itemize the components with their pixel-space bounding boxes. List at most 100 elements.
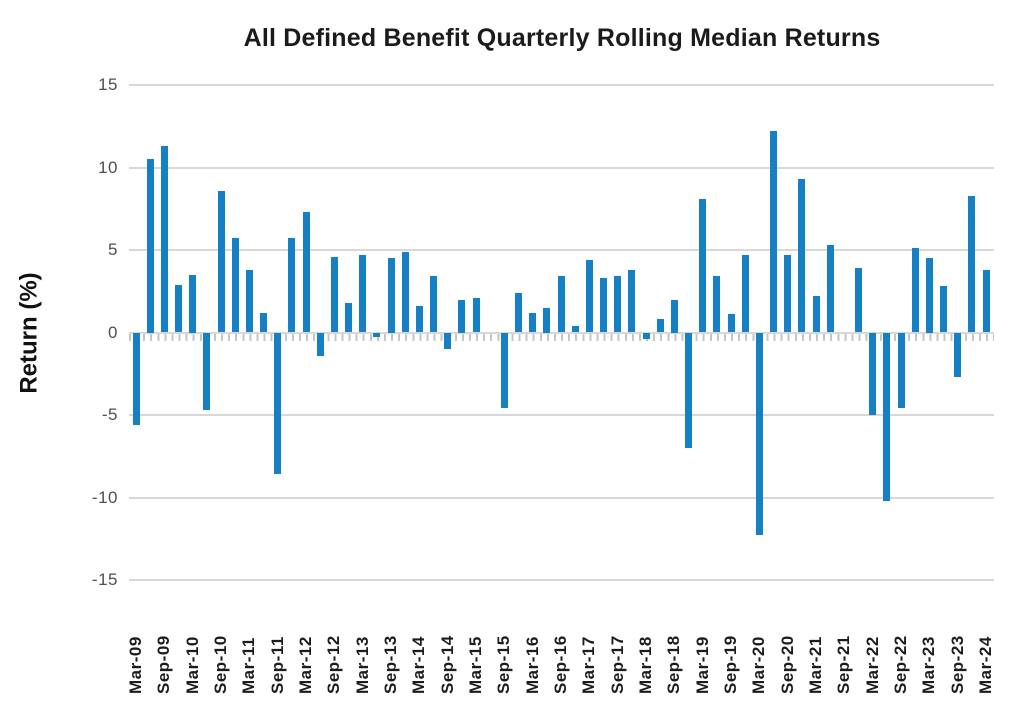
bar [954, 332, 962, 378]
gridline [129, 249, 994, 251]
bar [670, 299, 678, 333]
bar [869, 332, 877, 415]
bar [401, 251, 409, 333]
bar [345, 302, 352, 333]
bar [770, 131, 777, 333]
x-axis-label: Mar-23 [919, 636, 939, 694]
gridline [129, 331, 994, 334]
bar [897, 332, 905, 409]
bar [812, 296, 820, 333]
bar [387, 258, 395, 333]
bar [855, 268, 862, 333]
bar [826, 245, 834, 333]
gridline [129, 414, 994, 416]
x-axis-label: Sep-21 [834, 635, 854, 694]
bar [968, 195, 976, 333]
bar [373, 332, 381, 338]
bar [515, 292, 522, 333]
x-axis-label: Mar-20 [749, 636, 769, 694]
bar [600, 278, 607, 333]
x-axis-label: Sep-10 [211, 635, 230, 694]
x-axis-label: Mar-13 [352, 636, 372, 694]
x-axis-label: Sep-11 [267, 636, 287, 694]
x-axis-label: Mar-14 [409, 636, 429, 694]
x-axis-label: Mar-24 [976, 636, 995, 694]
bar [642, 332, 650, 340]
bar [302, 212, 310, 333]
x-axis-label: Mar-21 [806, 636, 825, 694]
x-axis-label: Sep-13 [381, 635, 400, 694]
plot-area [129, 84, 994, 581]
x-axis-label: Sep-14 [437, 635, 457, 694]
bar [925, 258, 933, 333]
x-axis-label: Sep-19 [721, 635, 740, 694]
bar [160, 146, 168, 333]
gridline [129, 84, 994, 86]
x-axis-label: Sep-17 [607, 635, 627, 694]
bar [217, 190, 225, 333]
bar [982, 269, 990, 333]
gridline [129, 496, 994, 499]
bar [685, 332, 692, 448]
x-axis-label: Mar-22 [862, 636, 882, 694]
y-axis-tick-label: -10 [91, 487, 118, 507]
bar [231, 238, 239, 333]
gridline [129, 166, 994, 169]
bar [656, 319, 664, 333]
bar [755, 332, 763, 536]
bar [444, 332, 452, 349]
bar [585, 259, 593, 333]
bar [274, 332, 282, 475]
x-axis-label: Sep-20 [777, 635, 797, 694]
bar [245, 269, 253, 333]
bar [883, 332, 891, 501]
chart-title: All Defined Benefit Quarterly Rolling Me… [243, 24, 881, 52]
x-axis-label: Sep-22 [891, 635, 910, 694]
bar [415, 306, 423, 333]
bar [430, 276, 437, 333]
y-axis-tick-label: 0 [108, 322, 118, 342]
x-axis-label: Sep-09 [154, 635, 174, 694]
x-axis-label: Mar-11 [239, 637, 259, 694]
bar [940, 286, 947, 333]
bar [911, 248, 919, 333]
bar [316, 332, 324, 356]
bar [557, 276, 565, 333]
bar [784, 254, 792, 333]
bar [189, 274, 197, 333]
x-axis-label: Mar-17 [579, 636, 599, 694]
x-axis-label: Mar-15 [466, 636, 485, 694]
x-axis-label: Mar-10 [182, 636, 202, 694]
bar [330, 256, 338, 333]
x-axis-tick-comb [129, 334, 994, 341]
x-axis-label: Mar-09 [126, 636, 145, 694]
bar [543, 307, 551, 333]
bar [529, 312, 537, 333]
x-axis-label: Mar-19 [692, 636, 712, 694]
bar [458, 299, 466, 333]
bar [727, 314, 735, 333]
bar [175, 284, 182, 333]
bar [260, 312, 267, 333]
x-axis-label: Mar-16 [522, 636, 542, 694]
y-axis-tick-label: 10 [98, 157, 118, 177]
bar [132, 332, 140, 425]
bar [500, 332, 508, 409]
bar [699, 198, 707, 333]
bar [741, 254, 749, 333]
bar [571, 325, 579, 333]
x-axis-label: Sep-12 [324, 635, 344, 694]
x-axis-label: Sep-18 [664, 635, 684, 694]
bar [146, 159, 154, 333]
y-axis-tick-label: 15 [98, 75, 118, 94]
bar [628, 269, 636, 333]
bar [203, 332, 211, 411]
y-axis-tick-label: -15 [91, 570, 118, 589]
x-axis-label: Sep-15 [494, 635, 514, 694]
x-axis-label: Mar-12 [296, 636, 315, 694]
bar [798, 179, 806, 333]
y-axis-tick-label: 5 [108, 240, 118, 259]
x-axis-label: Sep-16 [551, 635, 570, 694]
bar [359, 254, 367, 333]
